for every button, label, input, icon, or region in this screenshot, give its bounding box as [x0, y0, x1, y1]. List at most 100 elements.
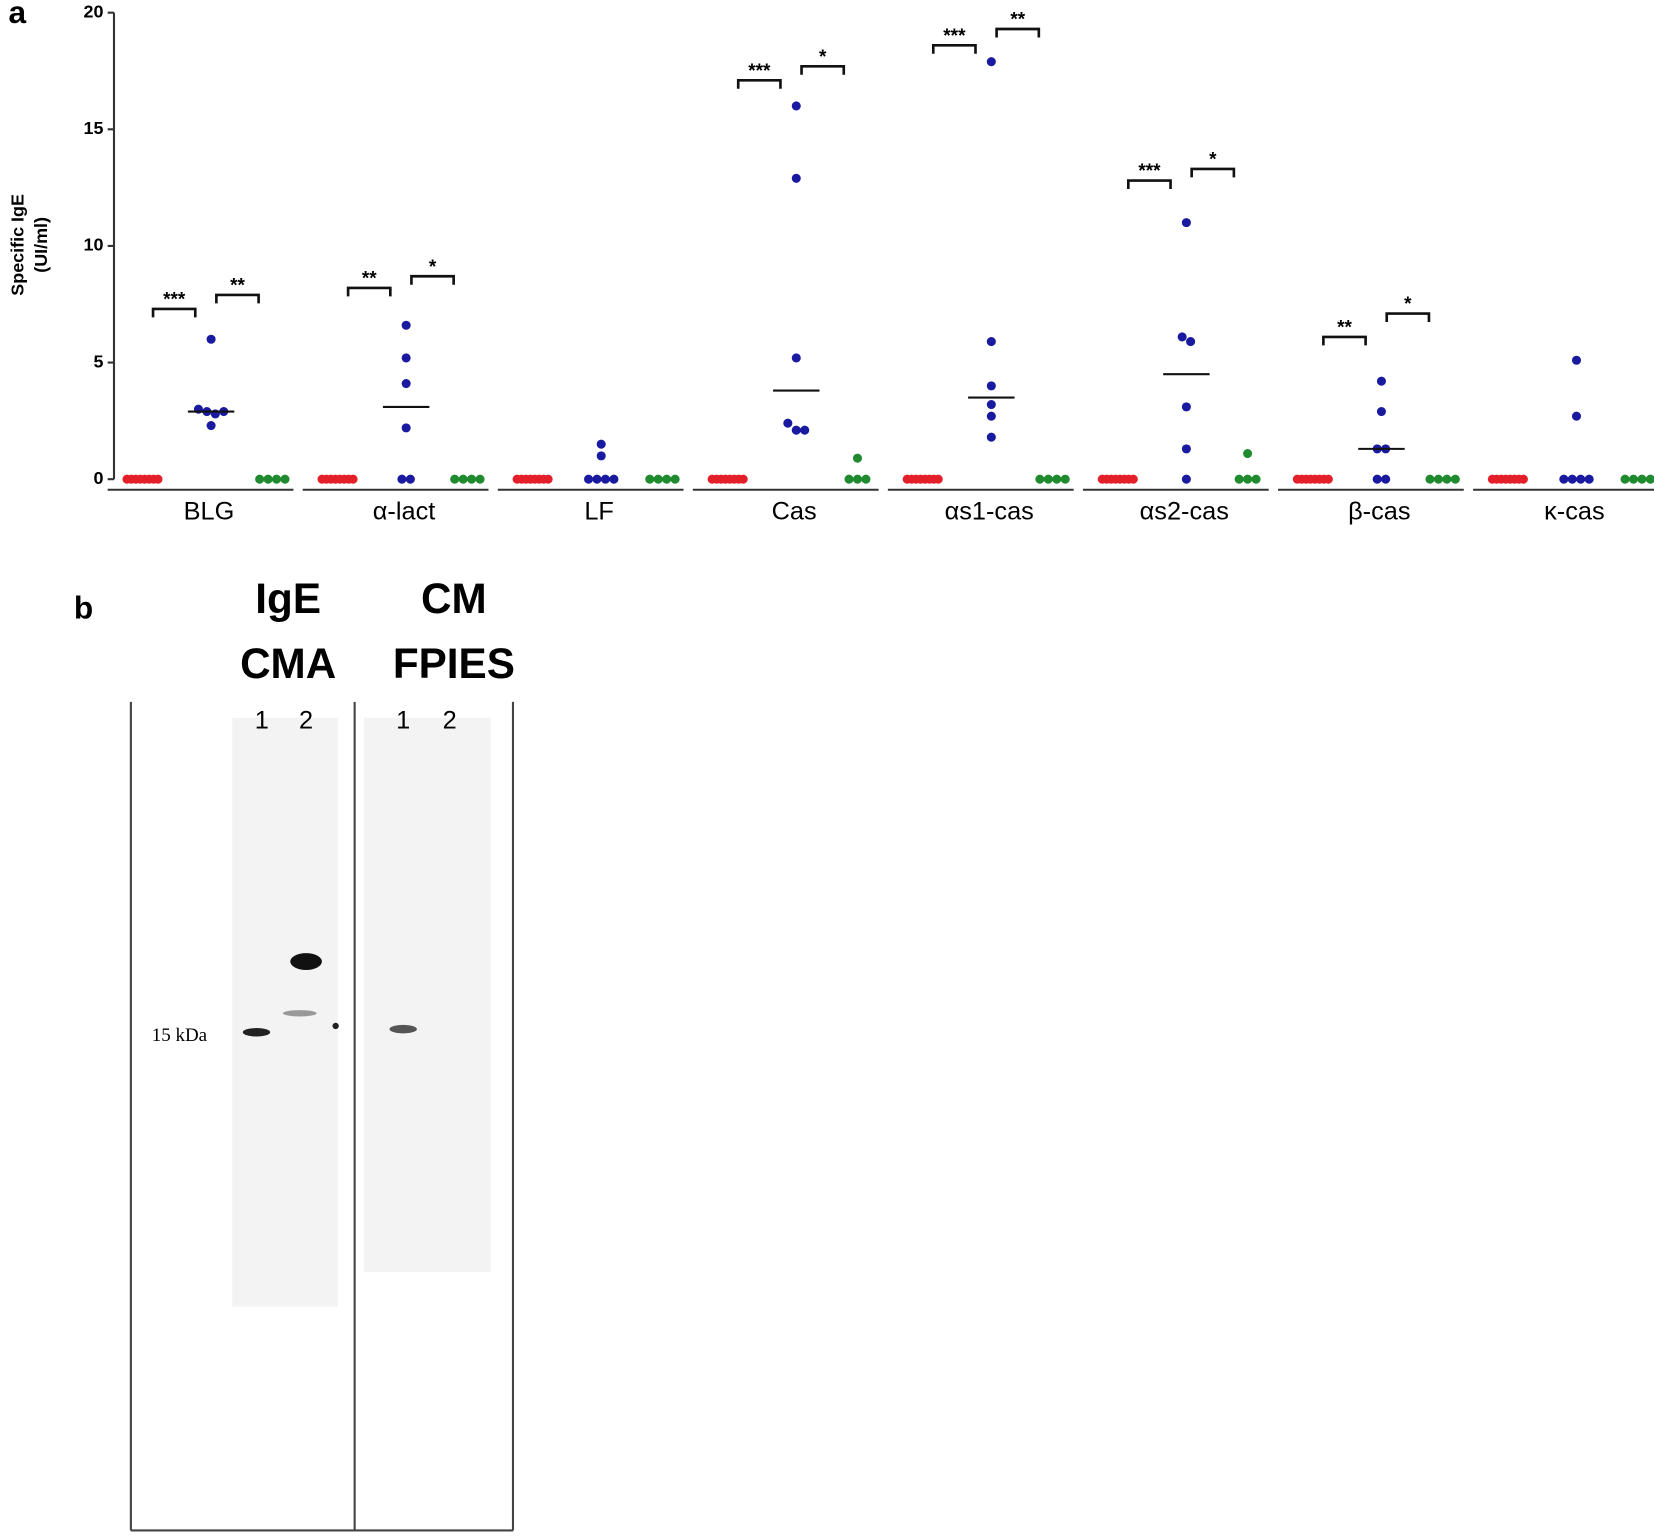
group-label: FPIES [393, 640, 515, 687]
data-point [584, 474, 594, 484]
significance-label: * [429, 257, 437, 278]
data-point [1181, 474, 1191, 484]
figure-body: a b IgE CMA CM FPIES 1 2 1 2 15 kDa 0 5 10… [8, 0, 1654, 1532]
data-point [592, 474, 602, 484]
significance-bracket [151, 307, 197, 318]
y-axis-label: (UI/ml) [31, 217, 51, 273]
data-point [401, 423, 411, 433]
data-point [1571, 411, 1582, 421]
data-point [1450, 474, 1460, 484]
data-point [662, 474, 672, 484]
significance-label: ** [1010, 10, 1025, 31]
x-tick-label: αs1-cas [945, 498, 1034, 526]
group-label: CMA [240, 640, 336, 687]
data-point [1381, 474, 1391, 484]
data-point [280, 474, 290, 484]
significance-label: ** [362, 268, 377, 289]
significance-label: *** [1138, 161, 1161, 182]
data-point [791, 101, 801, 111]
significance-label: *** [943, 26, 966, 47]
data-point [791, 173, 801, 183]
data-point [1052, 474, 1062, 484]
data-point [401, 353, 411, 363]
data-point [1584, 474, 1594, 484]
data-point [609, 474, 619, 484]
x-tick-label: Cas [772, 498, 817, 526]
data-point [791, 353, 801, 363]
lane-label: 2 [443, 707, 457, 735]
significance-bracket [800, 64, 846, 75]
data-point [1128, 474, 1138, 484]
data-point [405, 474, 415, 484]
data-point [1251, 474, 1261, 484]
data-point [1234, 474, 1244, 484]
data-point [986, 400, 996, 410]
data-point [861, 474, 871, 484]
data-point [206, 421, 216, 431]
significance-label: * [1404, 294, 1412, 315]
significance-bracket [1190, 167, 1236, 178]
data-point [397, 474, 407, 484]
significance-label: * [819, 47, 827, 68]
data-point [1243, 448, 1253, 459]
data-point [1181, 218, 1191, 228]
data-point [475, 474, 485, 484]
x-tick-label: αs2-cas [1140, 498, 1229, 526]
data-point [1186, 337, 1196, 347]
significance-bracket [1127, 179, 1172, 190]
data-point [1637, 474, 1647, 484]
panel-label: a [8, 0, 26, 30]
data-point [1442, 474, 1452, 484]
significance-label: ** [230, 275, 245, 296]
data-point [458, 474, 468, 484]
data-point [596, 451, 606, 461]
data-point [791, 425, 801, 435]
data-point [1576, 474, 1586, 484]
data-point [1243, 474, 1253, 484]
group-label: IgE [255, 575, 321, 622]
data-point [206, 334, 216, 344]
data-point [1060, 474, 1070, 484]
data-point [653, 474, 663, 484]
data-point [800, 425, 810, 435]
x-tick-label: LF [584, 498, 614, 526]
data-point [1035, 474, 1045, 484]
data-point [1181, 444, 1191, 454]
data-point [1433, 474, 1443, 484]
data-point [1628, 474, 1639, 484]
blot: IgE CMA CM FPIES 1 2 1 2 15 kDa [129, 575, 515, 1532]
x-tick-label: κ-cas [1544, 498, 1605, 526]
group-label: CM [421, 575, 487, 622]
significance-label: *** [748, 61, 771, 82]
data-point [1376, 376, 1386, 386]
data-point [348, 474, 358, 484]
data-point [1645, 474, 1654, 484]
band [242, 1028, 271, 1037]
data-point [1425, 474, 1435, 484]
data-point [986, 337, 996, 347]
data-point [738, 474, 748, 484]
lane-label: 1 [396, 707, 410, 735]
x-tick-label: α-lact [373, 498, 436, 526]
y-tick-label: 15 [83, 118, 103, 138]
data-point [1181, 402, 1191, 412]
data-point [153, 474, 163, 484]
data-point [986, 432, 996, 442]
data-point [596, 439, 606, 449]
marker-label: 15 kDa [152, 1025, 208, 1046]
y-axis-label: Specific IgE [8, 194, 28, 296]
significance-bracket [931, 44, 977, 54]
data-point [933, 474, 943, 484]
data-point [1376, 407, 1386, 417]
data-point [645, 474, 655, 484]
data-point [1177, 332, 1187, 342]
y-tick-label: 0 [93, 468, 103, 488]
significance-label: ** [1337, 317, 1352, 338]
data-point [272, 474, 282, 484]
data-point [1620, 474, 1630, 484]
data-point [1372, 474, 1382, 484]
data-point [844, 474, 854, 484]
data-point [1323, 474, 1333, 484]
